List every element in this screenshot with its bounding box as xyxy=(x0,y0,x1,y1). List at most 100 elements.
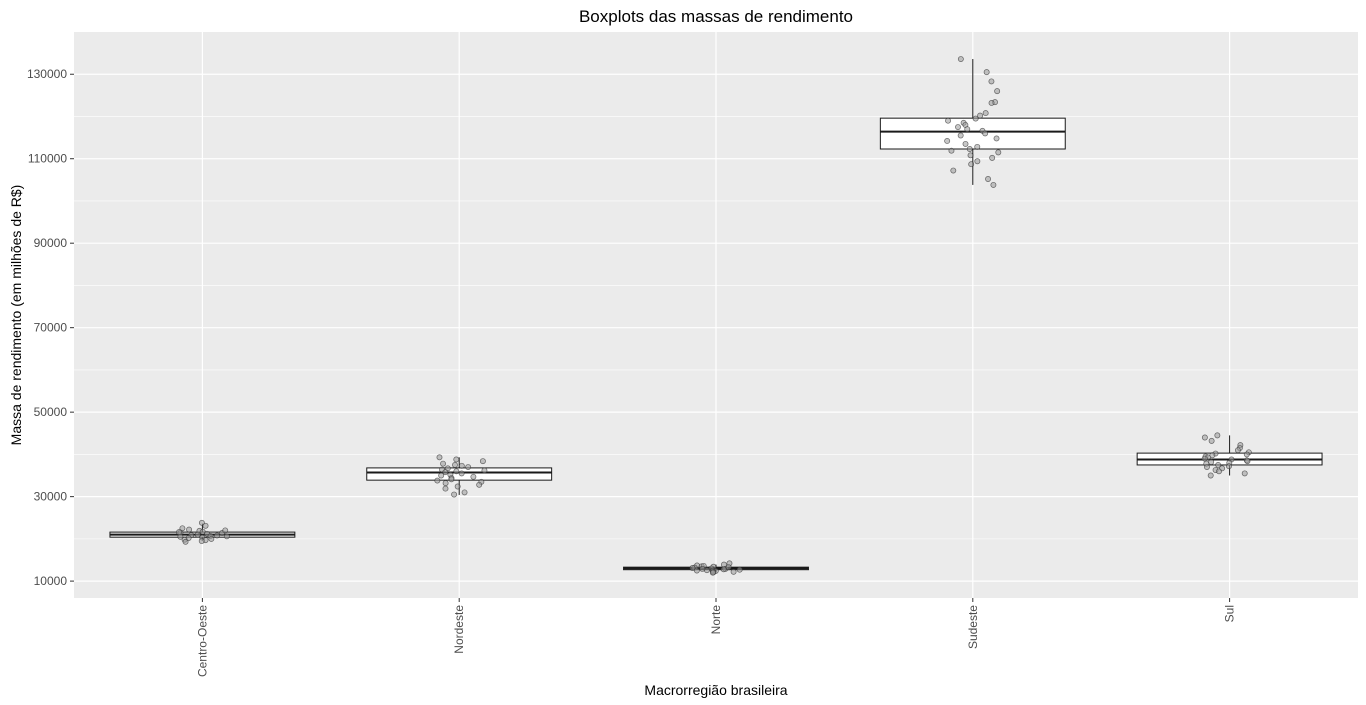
data-point xyxy=(982,110,989,117)
data-point xyxy=(176,529,182,536)
data-point xyxy=(990,181,997,188)
data-point xyxy=(476,481,483,488)
data-point xyxy=(442,480,449,487)
axis-ticks xyxy=(70,73,1231,602)
data-point xyxy=(194,531,201,538)
data-point xyxy=(465,464,472,471)
x-axis-title: Macrorregião brasileira xyxy=(644,682,787,698)
y-tick-label: 90000 xyxy=(34,236,68,250)
data-point xyxy=(1216,468,1222,475)
data-point xyxy=(1208,437,1215,444)
data-point xyxy=(1226,463,1232,470)
x-tick-label: Nordeste xyxy=(452,605,466,654)
data-point xyxy=(957,132,964,139)
y-tick-label: 110000 xyxy=(28,152,67,166)
data-point xyxy=(198,538,205,544)
data-point xyxy=(461,489,468,496)
data-point xyxy=(950,167,957,174)
data-point xyxy=(481,467,488,474)
data-point xyxy=(983,69,990,76)
data-point xyxy=(458,462,465,469)
data-point xyxy=(944,138,951,144)
data-point xyxy=(1215,461,1222,468)
data-point xyxy=(945,117,952,124)
data-point xyxy=(989,154,996,161)
data-point xyxy=(736,566,743,573)
points-layer xyxy=(176,56,1252,576)
data-point xyxy=(957,56,964,62)
data-point xyxy=(470,473,477,480)
x-tick-label: Norte xyxy=(709,605,723,635)
data-point xyxy=(699,565,706,572)
data-point xyxy=(451,491,458,498)
data-point xyxy=(453,468,460,475)
data-point xyxy=(448,476,455,483)
data-point xyxy=(1243,451,1250,458)
data-point xyxy=(955,124,961,130)
data-point xyxy=(689,565,696,571)
data-point xyxy=(479,458,486,465)
y-axis-title: Massa de rendimento (em milhões de R$) xyxy=(8,185,24,446)
data-point xyxy=(1234,447,1241,454)
y-tick-label: 130000 xyxy=(27,67,67,81)
data-point xyxy=(972,115,979,122)
data-point xyxy=(964,126,971,133)
data-point xyxy=(994,88,1001,95)
data-point xyxy=(1214,432,1221,439)
data-point xyxy=(993,135,1000,142)
data-point xyxy=(977,112,984,119)
y-tick-label: 30000 xyxy=(34,490,68,504)
data-point xyxy=(208,535,215,542)
data-point xyxy=(1244,458,1251,465)
data-point xyxy=(966,146,973,152)
data-point xyxy=(1203,464,1210,471)
data-point xyxy=(948,147,955,154)
data-point xyxy=(730,568,737,575)
data-point xyxy=(1208,459,1215,465)
data-point xyxy=(709,569,716,576)
x-tick-label: Sudeste xyxy=(966,605,980,649)
data-point xyxy=(988,100,995,106)
major-grid xyxy=(74,32,1358,598)
y-tick-label: 50000 xyxy=(34,405,68,419)
data-point xyxy=(186,526,193,533)
data-point xyxy=(223,533,230,540)
x-axis-tick-labels: Centro-Oeste Nordeste Norte Sudeste Sul xyxy=(195,605,1236,677)
data-point xyxy=(454,483,461,490)
data-point xyxy=(453,456,460,463)
data-point xyxy=(222,527,229,534)
data-point xyxy=(982,130,989,137)
data-point xyxy=(442,469,449,476)
data-point xyxy=(436,454,443,461)
data-point xyxy=(458,470,465,477)
y-tick-label: 10000 xyxy=(34,574,68,588)
data-point xyxy=(1241,470,1248,477)
data-point xyxy=(202,522,209,529)
x-tick-label: Centro-Oeste xyxy=(195,605,209,677)
data-point xyxy=(693,567,700,574)
data-point xyxy=(434,477,441,484)
data-point xyxy=(967,152,974,159)
data-point xyxy=(974,158,981,165)
data-point xyxy=(988,78,995,85)
data-point xyxy=(442,485,449,492)
data-point xyxy=(1201,455,1208,462)
x-tick-label: Sul xyxy=(1223,605,1237,622)
data-point xyxy=(438,472,445,479)
y-tick-label: 70000 xyxy=(34,321,68,335)
data-point xyxy=(452,461,458,468)
data-point xyxy=(214,532,220,539)
box-iqr xyxy=(879,117,1066,150)
data-point xyxy=(1207,472,1214,479)
data-point xyxy=(725,564,732,571)
chart-title: Boxplots das massas de rendimento xyxy=(579,7,853,26)
data-point xyxy=(995,149,1002,156)
data-point xyxy=(985,176,991,182)
data-point xyxy=(440,460,446,467)
data-point xyxy=(962,140,969,147)
data-point xyxy=(1201,434,1208,441)
data-point xyxy=(182,538,189,545)
box-sudeste xyxy=(879,59,1066,185)
data-point xyxy=(720,566,727,573)
